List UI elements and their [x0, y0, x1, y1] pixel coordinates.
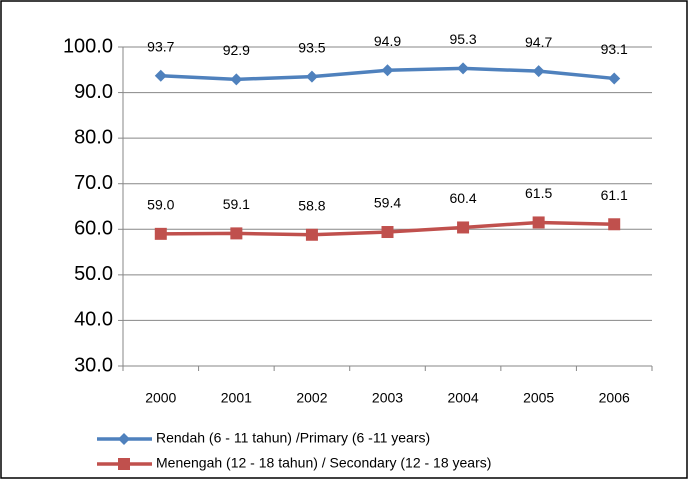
- data-label: 61.5: [525, 185, 552, 201]
- marker: [118, 433, 130, 445]
- marker: [154, 69, 167, 82]
- marker: [532, 65, 545, 78]
- data-label: 59.1: [223, 196, 250, 212]
- x-tick-label: 2005: [523, 390, 554, 406]
- marker: [305, 70, 318, 83]
- x-tick-label: 2001: [221, 390, 252, 406]
- legend-label: Menengah (12 - 18 tahun) / Secondary (12…: [156, 455, 491, 471]
- data-label: 92.9: [223, 42, 250, 58]
- y-tick-label: 30.0: [74, 354, 113, 376]
- marker: [608, 72, 621, 85]
- data-label: 93.1: [601, 41, 628, 57]
- y-tick-label: 50.0: [74, 263, 113, 285]
- data-label: 95.3: [449, 31, 476, 47]
- data-label: 60.4: [449, 190, 476, 206]
- marker: [381, 226, 394, 239]
- marker: [532, 216, 545, 229]
- data-label: 58.8: [298, 197, 325, 213]
- data-label: 61.1: [601, 187, 628, 203]
- marker: [457, 62, 470, 75]
- data-label: 93.5: [298, 39, 325, 55]
- data-label: 93.7: [147, 38, 174, 54]
- y-tick-label: 80.0: [74, 126, 113, 148]
- x-tick-label: 2004: [447, 390, 478, 406]
- marker: [118, 458, 130, 470]
- marker: [608, 218, 621, 231]
- marker: [230, 73, 243, 86]
- marker: [154, 227, 167, 240]
- data-label: 59.4: [374, 195, 401, 211]
- legend-label: Rendah (6 - 11 tahun) /Primary (6 -11 ye…: [156, 430, 430, 446]
- marker: [230, 227, 243, 240]
- y-tick-label: 100.0: [63, 35, 113, 57]
- y-tick-label: 40.0: [74, 309, 113, 331]
- x-tick-label: 2006: [599, 390, 630, 406]
- marker: [305, 228, 318, 241]
- marker: [381, 64, 394, 77]
- x-tick-label: 2000: [145, 390, 176, 406]
- x-tick-label: 2003: [372, 390, 403, 406]
- marker: [457, 221, 470, 234]
- y-tick-label: 70.0: [74, 172, 113, 194]
- y-tick-label: 60.0: [74, 218, 113, 240]
- x-tick-label: 2002: [296, 390, 327, 406]
- data-label: 94.9: [374, 33, 401, 49]
- data-label: 94.7: [525, 34, 552, 50]
- y-tick-label: 90.0: [74, 81, 113, 103]
- data-label: 59.0: [147, 197, 174, 213]
